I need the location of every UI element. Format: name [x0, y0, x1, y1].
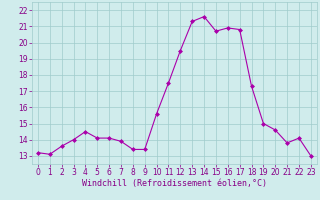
X-axis label: Windchill (Refroidissement éolien,°C): Windchill (Refroidissement éolien,°C)	[82, 179, 267, 188]
